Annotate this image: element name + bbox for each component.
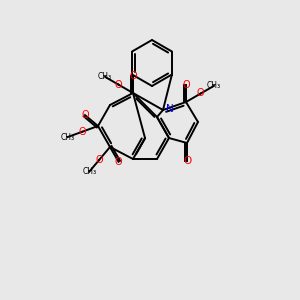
Text: O: O — [129, 71, 137, 81]
Text: O: O — [115, 157, 122, 167]
Text: O: O — [197, 88, 205, 98]
Text: CH₃: CH₃ — [207, 81, 221, 90]
Text: N: N — [166, 104, 174, 114]
Text: O: O — [81, 110, 89, 120]
Text: O: O — [95, 155, 103, 165]
Text: CH₃: CH₃ — [82, 167, 96, 176]
Text: O: O — [78, 127, 86, 137]
Text: O: O — [182, 80, 190, 90]
Text: CH₃: CH₃ — [98, 72, 112, 81]
Text: O: O — [115, 80, 122, 89]
Text: CH₃: CH₃ — [61, 133, 75, 142]
Text: O: O — [183, 156, 191, 166]
